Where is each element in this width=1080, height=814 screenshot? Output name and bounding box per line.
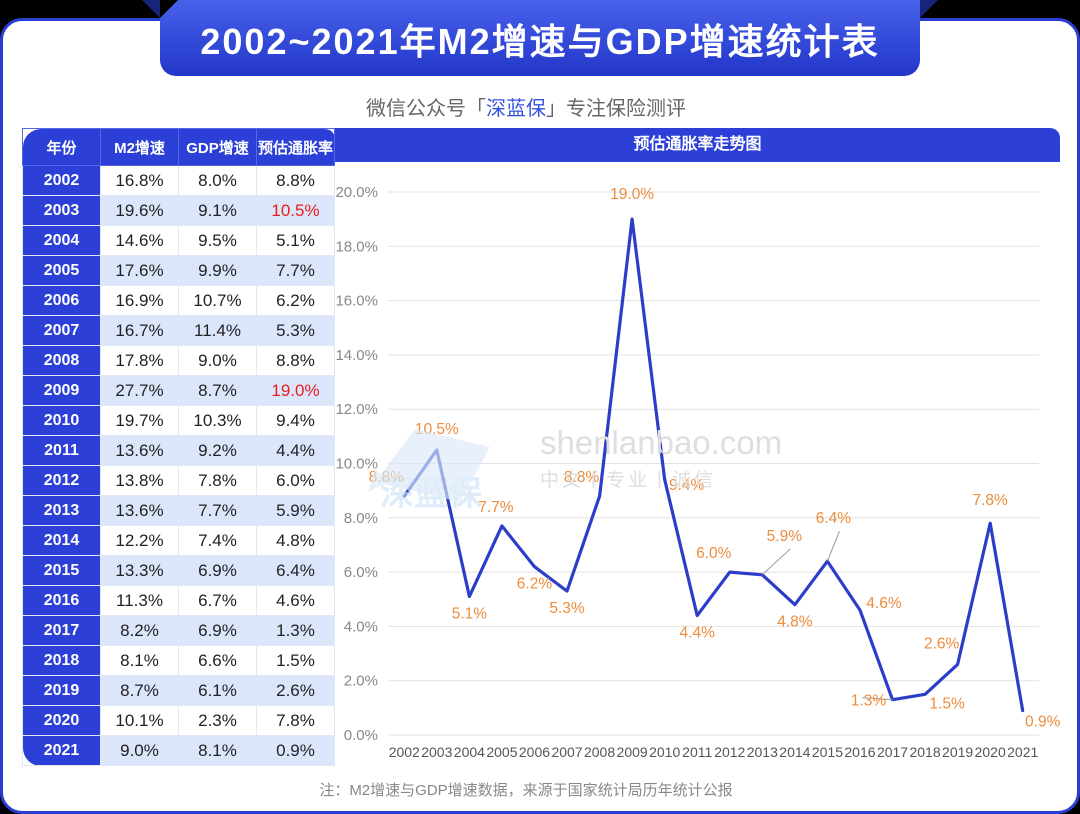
- svg-text:2014: 2014: [779, 744, 810, 760]
- svg-text:2018: 2018: [909, 744, 940, 760]
- svg-text:9.4%: 9.4%: [669, 477, 705, 494]
- svg-text:2009: 2009: [617, 744, 648, 760]
- svg-text:0.9%: 0.9%: [1025, 714, 1060, 731]
- svg-text:8.0%: 8.0%: [344, 510, 378, 527]
- svg-text:2021: 2021: [1007, 744, 1038, 760]
- svg-text:7.8%: 7.8%: [973, 492, 1009, 509]
- svg-text:5.9%: 5.9%: [767, 528, 803, 545]
- svg-text:6.2%: 6.2%: [517, 576, 553, 593]
- svg-text:2016: 2016: [844, 744, 875, 760]
- svg-text:6.0%: 6.0%: [344, 564, 378, 581]
- svg-text:14.0%: 14.0%: [335, 347, 378, 364]
- svg-text:2008: 2008: [584, 744, 615, 760]
- svg-text:2019: 2019: [942, 744, 973, 760]
- svg-text:4.0%: 4.0%: [344, 618, 378, 635]
- svg-text:2002: 2002: [389, 744, 420, 760]
- svg-text:12.0%: 12.0%: [335, 401, 378, 418]
- svg-text:6.0%: 6.0%: [696, 545, 732, 562]
- svg-text:10.5%: 10.5%: [415, 421, 459, 438]
- svg-text:2017: 2017: [877, 744, 908, 760]
- svg-text:2015: 2015: [812, 744, 843, 760]
- svg-text:19.0%: 19.0%: [610, 186, 654, 203]
- svg-text:2004: 2004: [454, 744, 485, 760]
- svg-text:7.7%: 7.7%: [478, 499, 514, 516]
- svg-text:8.8%: 8.8%: [369, 469, 405, 486]
- svg-text:2003: 2003: [421, 744, 452, 760]
- svg-text:2.0%: 2.0%: [344, 673, 378, 690]
- svg-text:6.4%: 6.4%: [816, 510, 852, 527]
- svg-text:2011: 2011: [682, 744, 712, 760]
- svg-text:1.3%: 1.3%: [851, 693, 887, 710]
- svg-text:20.0%: 20.0%: [335, 184, 378, 201]
- svg-text:2013: 2013: [747, 744, 778, 760]
- svg-text:8.8%: 8.8%: [564, 469, 600, 486]
- svg-text:4.4%: 4.4%: [680, 625, 716, 642]
- svg-text:4.6%: 4.6%: [866, 595, 902, 612]
- svg-text:5.1%: 5.1%: [452, 606, 488, 623]
- svg-text:0.0%: 0.0%: [344, 727, 378, 744]
- svg-text:2007: 2007: [551, 744, 582, 760]
- svg-text:2010: 2010: [649, 744, 680, 760]
- svg-text:2020: 2020: [975, 744, 1006, 760]
- svg-text:1.5%: 1.5%: [929, 695, 965, 712]
- svg-text:2006: 2006: [519, 744, 550, 760]
- svg-text:4.8%: 4.8%: [777, 614, 813, 631]
- svg-text:2005: 2005: [486, 744, 517, 760]
- svg-text:16.0%: 16.0%: [335, 293, 378, 310]
- svg-text:5.3%: 5.3%: [549, 600, 585, 617]
- svg-text:2012: 2012: [714, 744, 745, 760]
- svg-text:18.0%: 18.0%: [335, 238, 378, 255]
- svg-text:2.6%: 2.6%: [924, 635, 960, 652]
